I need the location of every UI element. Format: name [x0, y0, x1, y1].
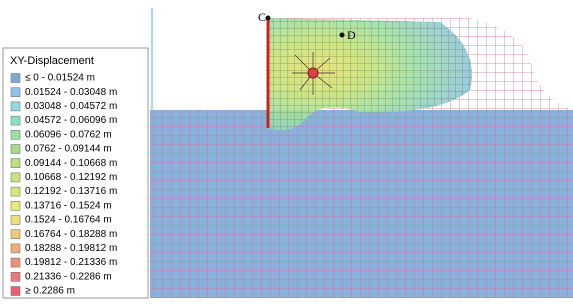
figure: C D XY-Displacement ≤ 0 - 0.01524 m 0.015…	[0, 0, 573, 299]
mesh	[150, 110, 573, 298]
legend-swatch	[11, 130, 20, 139]
legend-swatch	[11, 74, 20, 83]
legend-swatch	[11, 287, 20, 296]
legend-swatch	[11, 159, 20, 168]
point-d	[340, 33, 345, 38]
legend-swatch	[11, 216, 20, 225]
legend-label: 0.18288 - 0.19812 m	[25, 243, 117, 254]
point-label: C	[258, 10, 266, 24]
legend-label: 0.21336 - 0.2286 m	[25, 271, 112, 282]
point-c	[266, 16, 271, 21]
legend-label: 0.03048 - 0.04572 m	[25, 101, 117, 112]
legend-swatch	[11, 145, 20, 154]
legend-swatch	[11, 258, 20, 267]
legend-label: ≤ 0 - 0.01524 m	[25, 73, 95, 84]
legend-swatch	[11, 102, 20, 111]
legend-swatch	[11, 116, 20, 125]
legend-label: ≥ 0.2286 m	[25, 286, 75, 297]
legend-label: 0.1524 - 0.16764 m	[25, 215, 112, 226]
anchor	[308, 68, 318, 78]
point-label: D	[347, 28, 356, 42]
page: C D XY-Displacement ≤ 0 - 0.01524 m 0.015…	[0, 0, 573, 299]
legend-swatch	[11, 201, 20, 210]
legend: XY-Displacement ≤ 0 - 0.01524 m 0.01524 -…	[3, 48, 148, 298]
legend-label: 0.19812 - 0.21336 m	[25, 257, 117, 268]
legend-swatch	[11, 187, 20, 196]
legend-label: 0.16764 - 0.18288 m	[25, 229, 117, 240]
legend-label: 0.10668 - 0.12192 m	[25, 172, 117, 183]
legend-label: 0.12192 - 0.13716 m	[25, 186, 117, 197]
legend-label: 0.01524 - 0.03048 m	[25, 87, 117, 98]
legend-swatch	[11, 88, 20, 97]
legend-label: 0.13716 - 0.1524 m	[25, 200, 112, 211]
legend-swatch	[11, 244, 20, 253]
legend-label: 0.09144 - 0.10668 m	[25, 158, 117, 169]
legend-label: 0.04572 - 0.06096 m	[25, 115, 117, 126]
legend-title: XY-Displacement	[10, 55, 94, 67]
legend-label: 0.0762 - 0.09144 m	[25, 144, 112, 155]
legend-swatch	[11, 230, 20, 239]
legend-swatch	[11, 272, 20, 281]
legend-swatch	[11, 173, 20, 182]
legend-label: 0.06096 - 0.0762 m	[25, 129, 112, 140]
